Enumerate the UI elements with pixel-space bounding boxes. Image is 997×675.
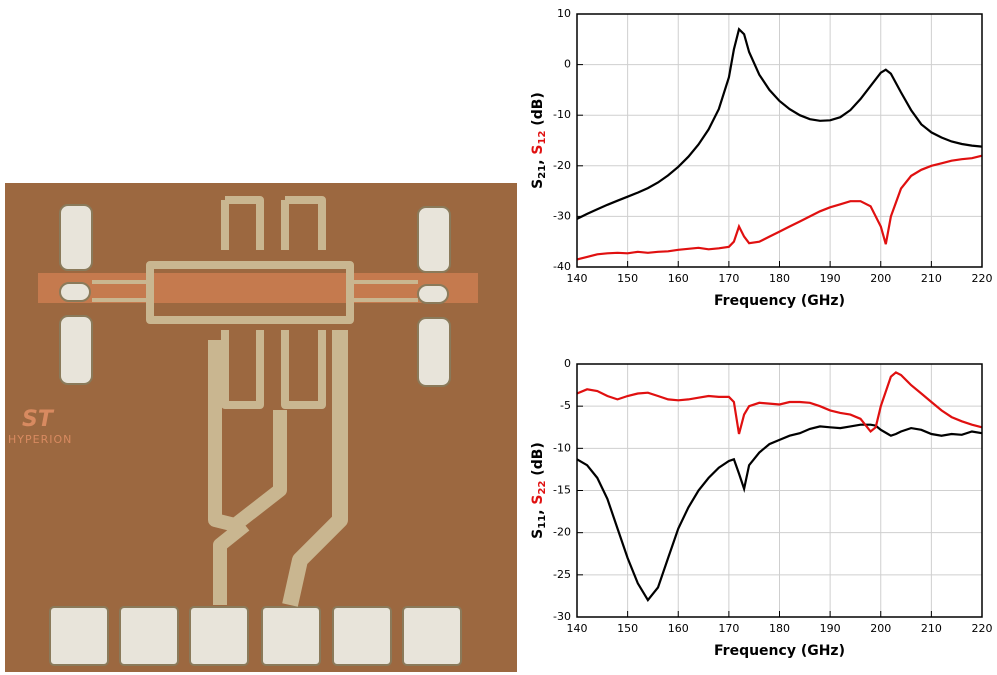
- y-axis-label-part: (dB): [530, 92, 546, 130]
- x-tick-label: 220: [972, 272, 993, 285]
- x-tick-label: 210: [921, 272, 942, 285]
- y-tick-label: -25: [553, 568, 571, 581]
- y-tick-label: 0: [564, 58, 571, 71]
- y-tick-label: -5: [560, 399, 571, 412]
- x-tick-label: 200: [870, 622, 891, 635]
- series-line: [576, 27, 983, 220]
- pads: [49, 204, 462, 666]
- y-axis-label-part: S: [530, 494, 546, 504]
- x-tick-label: 200: [870, 272, 891, 285]
- y-axis-label-part: 12: [537, 131, 548, 145]
- y-axis-label-part: ,: [530, 155, 546, 165]
- x-tick-label: 170: [718, 272, 739, 285]
- chip-photo: ST HYPERION: [5, 183, 517, 672]
- y-axis-label-part: (dB): [530, 442, 546, 480]
- x-tick-label: 150: [617, 272, 638, 285]
- y-tick-label: -20: [553, 159, 571, 172]
- y-tick-label: 10: [557, 7, 571, 20]
- y-axis-label-part: S: [530, 529, 546, 539]
- x-axis-label: Frequency (GHz): [714, 293, 845, 309]
- plot-frame: [576, 363, 983, 618]
- x-tick-label: 140: [567, 622, 588, 635]
- y-tick-label: -15: [553, 484, 571, 497]
- series-line: [576, 154, 983, 261]
- x-tick-label: 150: [617, 622, 638, 635]
- y-axis-label-part: 21: [537, 165, 548, 179]
- y-tick-label: 0: [564, 357, 571, 370]
- series-line: [576, 371, 983, 435]
- x-axis-label: Frequency (GHz): [714, 643, 845, 659]
- x-tick-label: 180: [769, 272, 790, 285]
- plot-frame: [576, 13, 983, 268]
- y-tick-label: -10: [553, 441, 571, 454]
- y-axis-label-part: S: [530, 179, 546, 189]
- y-tick-label: -30: [553, 209, 571, 222]
- y-axis-label: S11, S22 (dB): [530, 442, 548, 539]
- series-line: [576, 423, 983, 603]
- y-axis-label-part: ,: [530, 505, 546, 515]
- x-tick-label: 160: [668, 272, 689, 285]
- y-tick-label: -40: [553, 260, 571, 273]
- x-tick-label: 170: [718, 622, 739, 635]
- logo: ST: [22, 407, 55, 432]
- chip-label: HYPERION: [8, 433, 72, 446]
- x-tick-label: 190: [820, 272, 841, 285]
- y-axis-label-part: S: [530, 144, 546, 154]
- y-axis-label: S21, S12 (dB): [530, 92, 548, 189]
- y-tick-label: -20: [553, 526, 571, 539]
- y-axis-label-part: 11: [537, 515, 548, 529]
- traces: [92, 196, 418, 607]
- y-axis-label-part: 22: [537, 481, 548, 495]
- x-tick-label: 210: [921, 622, 942, 635]
- x-tick-label: 190: [820, 622, 841, 635]
- x-tick-label: 180: [769, 622, 790, 635]
- chart: -30 -25 -20 -15 -10 -5 0 140 150 160 170 180 190 200 2…: [530, 357, 993, 659]
- x-tick-label: 220: [972, 622, 993, 635]
- x-tick-label: 160: [668, 622, 689, 635]
- chart: -40 -30 -20 -10 0 10 140 150 160 170 180 190 200 210 2…: [530, 7, 993, 309]
- x-tick-label: 140: [567, 272, 588, 285]
- y-tick-label: -10: [553, 108, 571, 121]
- y-tick-label: -30: [553, 610, 571, 623]
